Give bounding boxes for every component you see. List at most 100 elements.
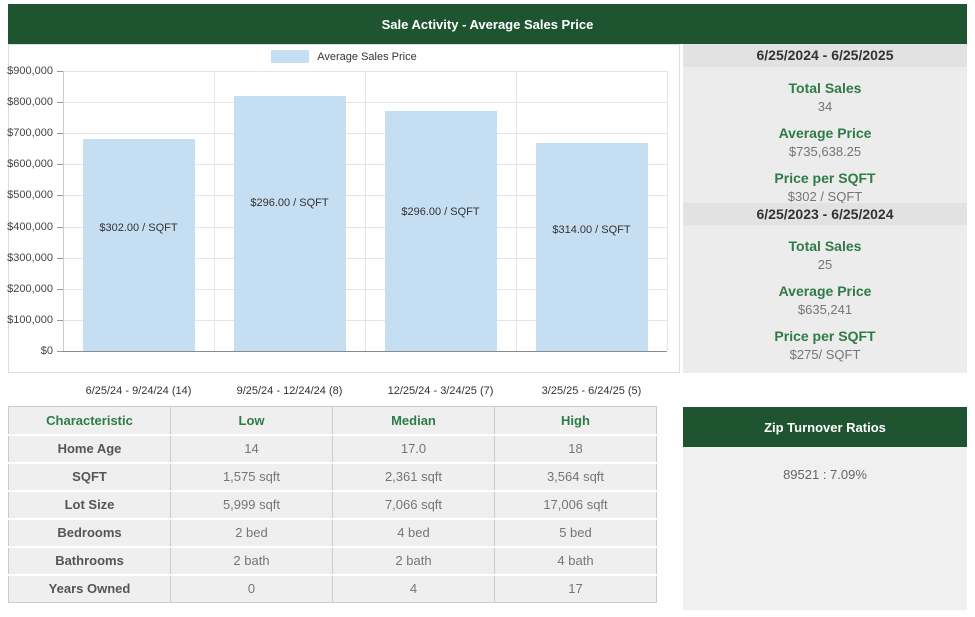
y-axis-label: $200,000 <box>7 282 53 295</box>
chart-plot-area: $0 $100,000 $200,000 $300,000 $400,000 $500,0… <box>7 65 668 397</box>
value-cell: 2 bath <box>332 546 495 576</box>
characteristics-table: Characteristic Low Median High Home Age 14 17… <box>8 406 657 603</box>
table-row: Bedrooms 2 bed 4 bed 5 bed <box>8 518 657 548</box>
value-cell: 17 <box>494 574 657 603</box>
value-cell: 7,066 sqft <box>332 490 495 520</box>
y-tick <box>57 133 63 139</box>
y-tick <box>57 351 63 357</box>
table-row: Home Age 14 17.0 18 <box>8 434 657 464</box>
y-axis-label: $900,000 <box>7 65 53 77</box>
average-price-label: Average Price <box>778 124 872 141</box>
value-cell: 2 bed <box>170 518 333 548</box>
value-cell: 14 <box>170 434 333 464</box>
column-header-characteristic: Characteristic <box>8 406 171 436</box>
price-per-sqft-value: $275/ SQFT <box>789 347 861 362</box>
y-axis-label: $100,000 <box>7 313 53 326</box>
value-cell: 17.0 <box>332 434 495 464</box>
value-cell: 2 bath <box>170 546 333 576</box>
y-tick <box>57 319 63 326</box>
price-per-sqft-label: $314.00 / SQFT <box>552 224 631 237</box>
y-tick <box>57 71 63 77</box>
value-cell: 18 <box>494 434 657 464</box>
y-axis-label: $500,000 <box>7 189 53 202</box>
column-header-median: Median <box>332 406 495 436</box>
average-price-label: Average Price <box>778 283 872 299</box>
price-per-sqft-label: $296.00 / SQFT <box>250 197 329 210</box>
y-tick <box>57 195 63 201</box>
row-label-cell: Years Owned <box>8 574 171 603</box>
value-cell: 5 bed <box>494 518 657 548</box>
y-tick <box>57 288 63 295</box>
zip-turnover-header: Zip Turnover Ratios <box>683 407 967 447</box>
date-range-header: 6/25/2024 - 6/25/2025 <box>683 44 967 67</box>
y-axis-label: $400,000 <box>7 220 53 233</box>
value-cell: 2,361 sqft <box>332 462 495 492</box>
gridline-x-3 <box>516 71 517 351</box>
row-label-cell: Bathrooms <box>8 546 171 576</box>
avg-price-bar[interactable]: $296.00 / SQFT <box>384 111 497 351</box>
total-sales-label: Total Sales <box>788 79 862 96</box>
value-cell: 4 bath <box>494 546 657 576</box>
page-title-bar: Sale Activity - Average Sales Price <box>8 4 967 44</box>
table-header-row: Characteristic Low Median High <box>8 406 657 436</box>
value-cell: 4 bed <box>332 518 495 548</box>
price-per-sqft-label: Price per SQFT <box>774 169 876 186</box>
value-cell: 3,564 sqft <box>494 462 657 492</box>
price-per-sqft-value: $302 / SQFT <box>787 188 863 204</box>
value-cell: 17,006 sqft <box>494 490 657 520</box>
column-header-high: High <box>494 406 657 436</box>
stats-section-body: Total Sales 34 Average Price $735,638.25 Pri… <box>683 66 967 204</box>
x-axis-label: 6/25/24 - 9/24/24 (14) <box>85 385 192 397</box>
average-price-value: $635,241 <box>797 302 853 317</box>
total-sales-value: 34 <box>817 98 833 114</box>
legend-swatch-icon <box>271 50 310 63</box>
x-axis-label: 12/25/24 - 3/24/25 (7) <box>387 385 494 397</box>
gridline-x-4 <box>667 71 668 351</box>
y-tick <box>57 102 63 108</box>
price-per-sqft-label: $296.00 / SQFT <box>401 206 480 219</box>
zip-turnover-panel: 89521 : 7.09% <box>683 447 967 610</box>
price-per-sqft-label: $302.00 / SQFT <box>99 222 178 235</box>
gridline-x-1 <box>214 71 215 351</box>
y-tick <box>57 226 63 233</box>
y-axis-label: $800,000 <box>7 96 53 109</box>
stats-section-body: Total Sales 25 Average Price $635,241 Price … <box>683 225 967 373</box>
row-label-cell: Home Age <box>8 434 171 464</box>
y-axis-label: $700,000 <box>7 127 53 140</box>
table-row: Years Owned 0 4 17 <box>8 574 657 603</box>
average-price-value: $735,638.25 <box>788 143 862 159</box>
x-axis-label: 9/25/24 - 12/24/24 (8) <box>236 385 343 397</box>
zip-turnover-title: Zip Turnover Ratios <box>764 419 886 435</box>
y-tick <box>57 257 63 264</box>
total-sales-label: Total Sales <box>788 238 862 254</box>
table-row: SQFT 1,575 sqft 2,361 sqft 3,564 sqft <box>8 462 657 492</box>
avg-price-bar[interactable]: $302.00 / SQFT <box>82 139 195 351</box>
y-axis-label: $0 <box>40 345 53 357</box>
date-range-header: 6/25/2023 - 6/25/2024 <box>683 202 967 225</box>
value-cell: 4 <box>332 574 495 603</box>
row-label-cell: Bedrooms <box>8 518 171 548</box>
value-cell: 1,575 sqft <box>170 462 333 492</box>
price-per-sqft-label: Price per SQFT <box>774 328 876 344</box>
x-axis-label: 3/25/25 - 6/24/25 (5) <box>541 385 642 397</box>
legend-label: Average Sales Price <box>317 50 417 63</box>
value-cell: 5,999 sqft <box>170 490 333 520</box>
sales-price-chart-panel: Average Sales Price $0 $100,000 $200,000 $3… <box>7 44 680 397</box>
avg-price-bar[interactable]: $314.00 / SQFT <box>535 142 648 351</box>
row-label-cell: Lot Size <box>8 490 171 520</box>
gridline-x-0 <box>63 71 64 351</box>
gridline-y-0 <box>63 351 667 352</box>
chart-legend[interactable]: Average Sales Price <box>9 50 679 63</box>
avg-price-bar[interactable]: $296.00 / SQFT <box>233 95 346 351</box>
gridline-x-2 <box>365 71 366 351</box>
value-cell: 0 <box>170 574 333 603</box>
y-tick <box>57 164 63 170</box>
y-axis-label: $600,000 <box>7 158 53 171</box>
row-label-cell: SQFT <box>8 462 171 492</box>
sales-stats-panel: 6/25/2024 - 6/25/2025 Total Sales 34 Averag… <box>683 44 967 373</box>
column-header-low: Low <box>170 406 333 436</box>
table-row: Lot Size 5,999 sqft 7,066 sqft 17,006 sqft <box>8 490 657 520</box>
y-axis-label: $300,000 <box>7 251 53 264</box>
table-row: Bathrooms 2 bath 2 bath 4 bath <box>8 546 657 576</box>
page-title: Sale Activity - Average Sales Price <box>381 16 594 32</box>
